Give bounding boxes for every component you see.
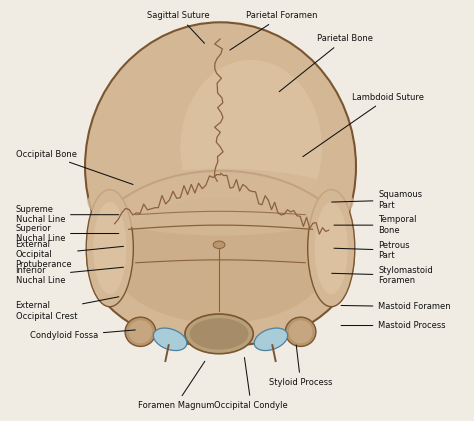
- Ellipse shape: [289, 320, 312, 343]
- Text: Foramen Magnum: Foramen Magnum: [137, 361, 214, 410]
- Text: Squamous
Part: Squamous Part: [332, 190, 422, 210]
- Ellipse shape: [181, 60, 322, 236]
- Ellipse shape: [254, 328, 288, 351]
- Text: Condyloid Fossa: Condyloid Fossa: [30, 330, 135, 341]
- Text: Inferior
Nuchal Line: Inferior Nuchal Line: [16, 266, 124, 285]
- Text: Parietal Foramen: Parietal Foramen: [230, 11, 318, 50]
- Text: Mastoid Process: Mastoid Process: [341, 321, 446, 330]
- Text: Styloid Process: Styloid Process: [269, 345, 332, 387]
- Ellipse shape: [315, 202, 348, 294]
- Ellipse shape: [87, 171, 354, 346]
- Text: Parietal Bone: Parietal Bone: [279, 34, 373, 92]
- Ellipse shape: [85, 22, 356, 311]
- Text: External
Occipital
Protuberance: External Occipital Protuberance: [16, 240, 124, 269]
- Text: Superior
Nuchal Line: Superior Nuchal Line: [16, 224, 119, 243]
- Ellipse shape: [213, 241, 225, 248]
- Text: Stylomastoid
Foramen: Stylomastoid Foramen: [332, 266, 433, 285]
- Ellipse shape: [125, 317, 156, 346]
- Ellipse shape: [154, 328, 187, 351]
- Text: Temporal
Bone: Temporal Bone: [334, 216, 417, 235]
- Ellipse shape: [87, 169, 354, 236]
- Text: Petrous
Part: Petrous Part: [334, 240, 410, 260]
- Text: Supreme
Nuchal Line: Supreme Nuchal Line: [16, 205, 119, 224]
- Ellipse shape: [86, 189, 133, 306]
- Ellipse shape: [285, 317, 316, 346]
- Ellipse shape: [93, 202, 126, 294]
- Text: External
Occipital Crest: External Occipital Crest: [16, 297, 119, 320]
- Ellipse shape: [185, 314, 253, 354]
- Text: Lambdoid Suture: Lambdoid Suture: [303, 93, 424, 157]
- Text: Occipital Bone: Occipital Bone: [16, 149, 133, 184]
- Ellipse shape: [308, 189, 355, 306]
- Text: Occipital Condyle: Occipital Condyle: [214, 357, 288, 410]
- Ellipse shape: [112, 198, 329, 323]
- Text: Sagittal Suture: Sagittal Suture: [147, 11, 210, 43]
- Ellipse shape: [128, 320, 152, 343]
- Ellipse shape: [190, 318, 248, 349]
- Text: Mastoid Foramen: Mastoid Foramen: [341, 302, 451, 311]
